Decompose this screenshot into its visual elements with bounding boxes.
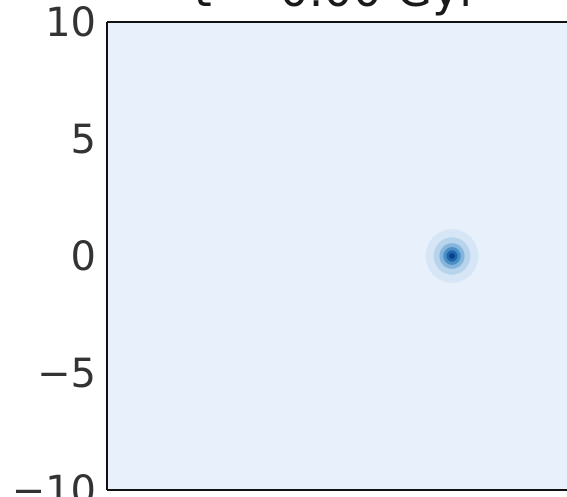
density-contours xyxy=(425,229,479,283)
y-tick-label: 10 xyxy=(45,0,96,46)
chart-title: t = 0.00 Gyr xyxy=(194,0,479,17)
y-tick-label: 0 xyxy=(71,234,96,280)
y-tick-label: 5 xyxy=(71,117,96,163)
contour-level-6 xyxy=(449,253,455,259)
plot-background xyxy=(107,22,567,490)
y-tick-labels: 10 5 0 −5 −10 xyxy=(12,0,96,497)
y-tick-label: −5 xyxy=(37,351,96,397)
y-tick-label: −10 xyxy=(12,468,96,497)
